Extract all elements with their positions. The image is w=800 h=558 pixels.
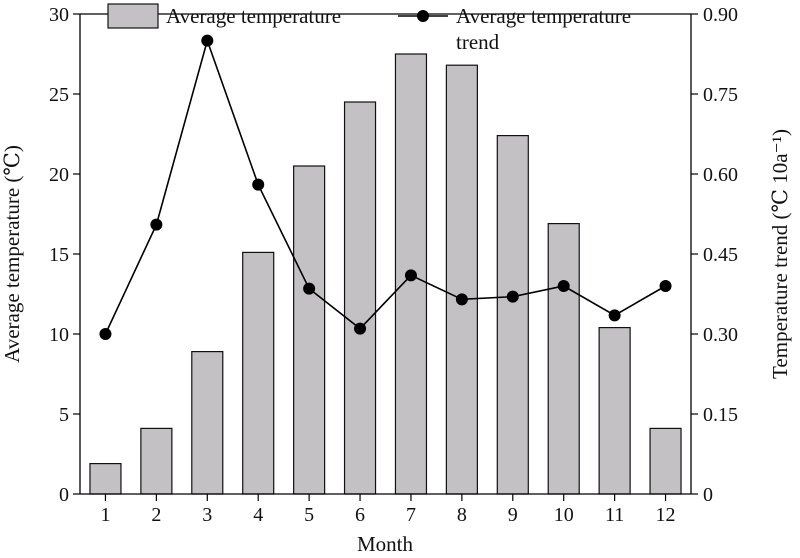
trend-line (104, 38, 666, 335)
y-axis-left: 0 5 10 15 20 25 30 (49, 4, 80, 506)
y-right-tick-label: 0 (703, 484, 713, 506)
x-tick-label: 11 (605, 504, 624, 526)
legend-point-swatch (417, 10, 429, 22)
trend-point-month-3 (201, 34, 214, 47)
x-tick-label: 4 (253, 504, 263, 526)
trend-point-month-11 (608, 309, 621, 322)
y-left-tick-label: 10 (49, 324, 69, 346)
trend-point-month-9 (506, 290, 519, 303)
y-right-tick-label: 0.45 (703, 244, 738, 266)
x-tick-label: 5 (304, 504, 314, 526)
trend-point-month-2 (150, 218, 163, 231)
bar-month-10 (547, 223, 580, 495)
y-axis-right-title: Temperature trend (℃ 10a⁻¹) (768, 129, 792, 379)
y-left-tick-label: 20 (49, 164, 69, 186)
y-right-tick-label: 0.60 (703, 164, 738, 186)
x-tick-label: 12 (656, 504, 676, 526)
bar-month-12 (649, 427, 682, 495)
legend-label-bars: Average temperature (166, 4, 341, 28)
bar-month-6 (343, 101, 377, 495)
y-right-tick-label: 0.15 (703, 404, 738, 426)
bar-month-3 (191, 351, 224, 495)
bars-layer (89, 53, 682, 495)
x-tick-label: 9 (508, 504, 518, 526)
x-tick-label: 2 (151, 504, 161, 526)
x-axis-title: Month (357, 532, 414, 556)
bar-month-9 (496, 135, 529, 495)
trend-point-month-6 (354, 322, 367, 335)
y-left-tick-label: 15 (49, 244, 69, 266)
y-axis-right: 0 0.15 0.30 0.45 0.60 0.75 0.90 (691, 4, 738, 506)
trend-point-month-8 (455, 293, 468, 306)
bar-month-8 (445, 64, 478, 495)
y-right-tick-label: 0.90 (703, 4, 738, 26)
trend-point-month-7 (404, 269, 417, 282)
trend-point-month-4 (252, 178, 265, 191)
trend-point-month-5 (303, 282, 316, 295)
x-tick-label: 1 (100, 504, 110, 526)
y-left-tick-label: 0 (59, 484, 69, 506)
x-axis: 1 2 3 4 5 6 7 8 9 10 11 12 (100, 494, 676, 526)
bar-month-5 (293, 165, 326, 495)
bar-month-1 (89, 463, 122, 495)
x-tick-label: 8 (457, 504, 467, 526)
legend-label-trend: Average temperature trend (456, 4, 636, 54)
bar-month-4 (242, 251, 275, 495)
x-tick-label: 3 (202, 504, 212, 526)
bar-month-11 (598, 327, 631, 495)
legend-bar-swatch (107, 3, 159, 29)
trend-point-month-1 (99, 328, 112, 340)
legend-label-trend-line1: Average temperature (456, 4, 631, 28)
bar-month-2 (140, 427, 173, 495)
y-axis-left-title: Average temperature (℃) (0, 145, 24, 363)
y-left-tick-label: 30 (49, 4, 69, 26)
y-right-tick-label: 0.75 (703, 84, 738, 106)
y-left-tick-label: 25 (49, 84, 69, 106)
legend-label-trend-line2: trend (456, 30, 500, 54)
y-left-tick-label: 5 (59, 404, 69, 426)
y-right-tick-label: 0.30 (703, 324, 738, 346)
x-tick-label: 10 (554, 504, 574, 526)
x-tick-label: 6 (355, 504, 365, 526)
trend-point-month-12 (659, 280, 672, 292)
x-tick-label: 7 (406, 504, 416, 526)
legend: Average temperature Average temperature … (107, 3, 636, 54)
trend-layer (99, 34, 672, 340)
trend-point-month-10 (557, 280, 570, 292)
